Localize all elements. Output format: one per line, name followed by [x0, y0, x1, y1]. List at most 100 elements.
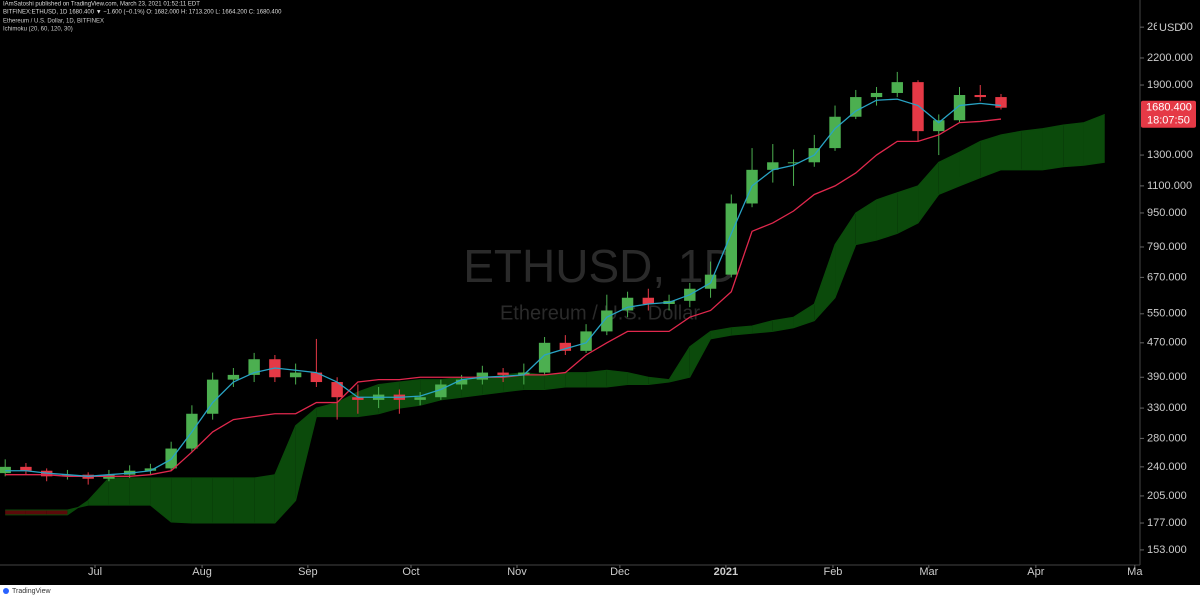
cloud-segment	[274, 425, 296, 524]
cloud-segment	[938, 152, 960, 195]
candle-body	[414, 397, 426, 400]
candle-body	[767, 162, 779, 170]
candle-body	[435, 384, 447, 398]
x-tick-label: Aug	[192, 566, 212, 578]
cloud-segment	[772, 317, 794, 332]
candle-body	[912, 82, 924, 132]
cloud-segment	[254, 474, 275, 524]
cloud-segment	[959, 141, 981, 186]
y-tick-label: 2200.000	[1147, 52, 1193, 64]
candle-body	[642, 297, 655, 305]
candle-body	[601, 310, 613, 332]
x-tick-label: Mar	[919, 566, 938, 578]
candle-body	[538, 342, 551, 373]
cloud-segment	[544, 372, 566, 390]
candle-body	[974, 95, 986, 98]
candle-body	[289, 372, 302, 378]
candle-body	[455, 379, 468, 385]
x-tick-label: Feb	[823, 566, 842, 578]
cloud-segment	[689, 331, 711, 378]
currency: USD	[1159, 22, 1182, 34]
x-tick-label: 2021	[714, 566, 738, 578]
countdown: 18:07:50	[1147, 115, 1190, 127]
cloud-segment	[565, 372, 587, 387]
cloud-segment	[171, 477, 192, 524]
cloud-segment	[523, 372, 545, 390]
candle-body	[206, 379, 219, 414]
cloud-segment	[752, 320, 773, 334]
cloud-segment	[46, 509, 68, 515]
y-tick-label: 280.000	[1147, 432, 1187, 444]
y-tick-label: 390.000	[1147, 371, 1187, 383]
x-tick-label: Oct	[402, 566, 419, 578]
x-tick-label: Sep	[298, 566, 318, 578]
quote: BITFINEX:ETHUSD, 1D 1680.400 ▼ −1.600 (−…	[3, 10, 282, 16]
candle-body	[850, 97, 862, 117]
candle-body	[20, 466, 32, 471]
candle-body	[787, 162, 800, 164]
candle-body	[829, 116, 841, 149]
candle-body	[870, 92, 883, 98]
candle-body	[995, 97, 1007, 108]
cloud-segment	[503, 372, 524, 393]
candle-body	[144, 468, 157, 471]
footer	[0, 585, 1200, 597]
indicator: Ichimoku (20, 60, 120, 30)	[3, 27, 73, 33]
cloud-segment	[835, 212, 856, 298]
candle-body	[933, 120, 945, 132]
candle-body	[248, 359, 260, 375]
cloud-segment	[793, 304, 815, 328]
publisher: IAmSatoshi published on TradingView.com,…	[3, 2, 200, 8]
y-tick-label: 470.000	[1147, 337, 1187, 349]
candle-body	[580, 331, 592, 351]
candle-body	[331, 382, 343, 398]
y-tick-label: 1300.000	[1147, 149, 1193, 161]
price-label: 1680.400	[1146, 102, 1192, 114]
candle-body	[227, 374, 240, 380]
cloud-segment	[1001, 131, 1022, 170]
kijun-line	[5, 118, 1002, 477]
instrument: Ethereum / U.S. Dollar, 1D, BITFINEX	[3, 19, 104, 25]
cloud-segment	[1021, 128, 1043, 170]
price-label-box	[1141, 100, 1196, 128]
cloud-segment	[150, 477, 172, 522]
cloud-segment	[399, 379, 421, 409]
candle-body	[953, 95, 966, 121]
y-tick-label: 205.000	[1147, 490, 1187, 502]
cloud-segment	[88, 477, 109, 506]
plot	[0, 71, 1105, 524]
cloud-segment	[918, 162, 939, 223]
y-tick-label: 950.000	[1147, 207, 1187, 219]
candle-body	[310, 372, 323, 383]
candle-body	[497, 372, 509, 375]
cloud-segment	[1042, 124, 1064, 170]
y-tick-label: 550.000	[1147, 308, 1187, 320]
candle-body	[725, 203, 738, 275]
candle-body	[621, 297, 634, 311]
cloud-segment	[482, 374, 504, 395]
candle-body	[476, 372, 489, 380]
x-tick-label: Ma	[1127, 566, 1143, 578]
logo	[3, 588, 9, 594]
currency-box	[1157, 21, 1181, 34]
watermark-name: Ethereum / U.S. Dollar	[500, 302, 700, 324]
y-tick-label: 790.000	[1147, 241, 1187, 253]
cloud-segment	[378, 382, 400, 414]
cloud-segment	[191, 477, 213, 524]
cloud-segment	[980, 134, 1002, 178]
y-tick-label: 240.000	[1147, 461, 1187, 473]
cloud-segment	[1083, 114, 1105, 166]
cloud-segment	[586, 370, 607, 387]
candle-body	[352, 397, 364, 400]
cloud-segment	[606, 370, 628, 387]
cloud-segment	[876, 192, 898, 241]
x-tick-label: Jul	[88, 566, 102, 578]
cloud-segment	[295, 408, 317, 501]
cloud-segment	[233, 477, 255, 524]
candle-body	[518, 372, 530, 375]
cloud-segment	[627, 372, 649, 385]
watermark-symbol: ETHUSD, 1D	[463, 240, 736, 292]
candle-body	[559, 342, 572, 351]
candle-body	[0, 466, 11, 474]
